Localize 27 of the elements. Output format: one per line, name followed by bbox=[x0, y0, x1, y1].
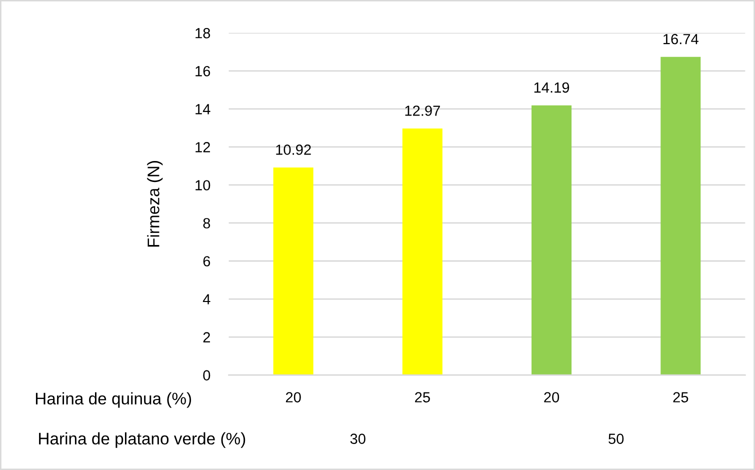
y-tick-label: 12 bbox=[196, 142, 210, 152]
y-tick-label: 6 bbox=[203, 256, 210, 266]
y-tick-label: 0 bbox=[203, 370, 210, 380]
text: Harina de platano verde (%) bbox=[39, 432, 246, 448]
x-tick-label: 20 bbox=[544, 392, 560, 402]
x-tick-label: 25 bbox=[673, 392, 688, 402]
y-tick-label: 8 bbox=[203, 218, 210, 228]
y-tick-label: 4 bbox=[202, 294, 210, 304]
y-tick-label: 14 bbox=[196, 104, 210, 114]
y-tick-label: 2 bbox=[203, 332, 210, 342]
y-tick-label: 18 bbox=[196, 28, 210, 38]
bar bbox=[273, 167, 314, 376]
data-label: 10.92 bbox=[276, 144, 311, 155]
bar bbox=[532, 105, 572, 376]
y-axis-title: Firmeza (N) bbox=[147, 161, 163, 247]
x-axis-title: Harina de quinua (%) bbox=[36, 392, 192, 408]
text: 30 bbox=[350, 434, 366, 444]
data-label: 16.74 bbox=[664, 34, 698, 44]
y-tick-label: 10 bbox=[196, 180, 210, 190]
y-tick-label: 16 bbox=[196, 66, 210, 76]
x-tick-label: 25 bbox=[415, 392, 430, 402]
bar bbox=[402, 128, 442, 376]
x-tick-label: 20 bbox=[286, 392, 301, 402]
text: 50 bbox=[608, 434, 624, 444]
bar bbox=[660, 56, 701, 376]
data-label: 14.19 bbox=[534, 82, 570, 93]
data-label: 12.97 bbox=[405, 106, 440, 116]
